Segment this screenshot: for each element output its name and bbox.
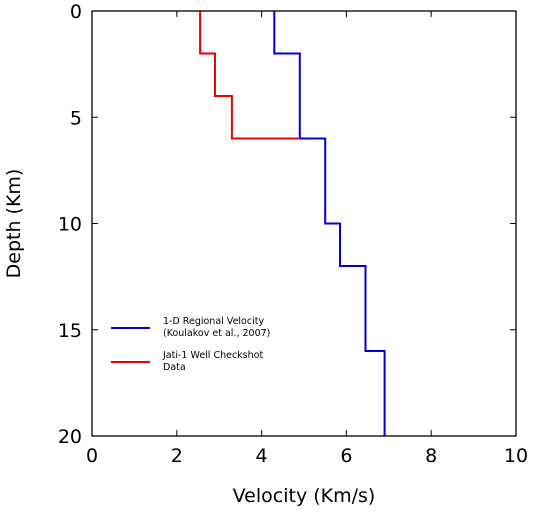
legend-label: Jati-1 Well Checkshot: [162, 350, 263, 361]
y-tick-label: 0: [70, 1, 82, 23]
legend: 1-D Regional Velocity(Koulakov et al., 2…: [111, 316, 270, 373]
y-tick-label: 20: [58, 426, 82, 448]
legend-label: (Koulakov et al., 2007): [163, 328, 270, 339]
x-tick-label: 0: [86, 445, 98, 467]
legend-label: 1-D Regional Velocity: [163, 316, 264, 327]
x-tick-label: 2: [171, 445, 183, 467]
series-line-1: [273, 11, 386, 436]
x-tick-label: 6: [340, 445, 352, 467]
y-tick-label: 10: [58, 214, 82, 236]
ticks-layer: [91, 10, 517, 437]
y-tick-label: 15: [58, 320, 82, 342]
x-tick-label: 10: [504, 445, 528, 467]
plot-frame: [91, 10, 517, 437]
series-line-2: [199, 11, 300, 140]
series-layer: [199, 11, 386, 436]
x-axis-title: Velocity (Km/s): [233, 485, 376, 507]
x-tick-label: 4: [256, 445, 268, 467]
tick-labels: 0 2 4 6 8 10 0 5 10 15 20: [58, 1, 528, 467]
y-axis-title: Depth (Km): [3, 169, 25, 279]
legend-label: Data: [163, 362, 186, 373]
y-tick-label: 5: [70, 107, 82, 129]
x-tick-label: 8: [425, 445, 437, 467]
